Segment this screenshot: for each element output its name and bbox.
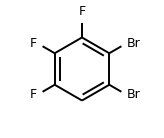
Text: F: F	[30, 88, 37, 101]
Text: F: F	[30, 37, 37, 50]
Text: Br: Br	[127, 37, 141, 50]
Text: Br: Br	[127, 88, 141, 101]
Text: F: F	[78, 5, 86, 18]
